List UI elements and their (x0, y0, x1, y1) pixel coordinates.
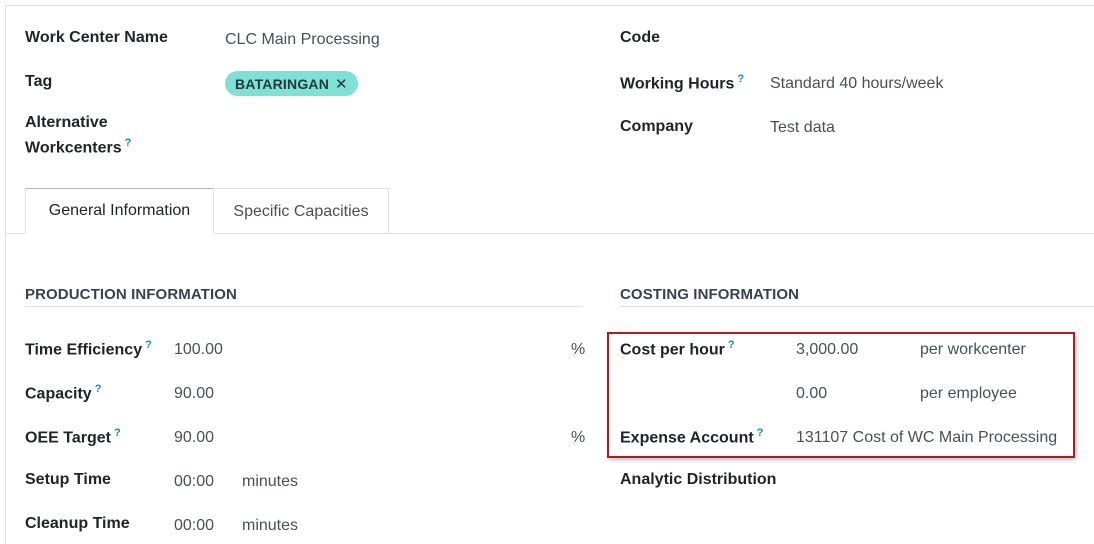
capacity-label: Capacity? (25, 383, 101, 403)
help-icon[interactable]: ? (727, 339, 735, 351)
work-center-name-field[interactable]: CLC Main Processing (225, 31, 380, 48)
tag-badge-text: BATARINGAN (235, 75, 330, 92)
form-sheet (5, 5, 1094, 544)
alternative-workcenters-label: Alternative Workcenters? (25, 114, 131, 157)
time-efficiency-unit: % (571, 341, 586, 358)
help-icon[interactable]: ? (737, 73, 745, 85)
work-center-name-label: Work Center Name (25, 29, 168, 46)
production-divider (25, 306, 582, 307)
cleanup-time-unit: minutes (242, 517, 299, 534)
capacity-field[interactable]: 90.00 (174, 385, 215, 402)
cleanup-time-label: Cleanup Time (25, 515, 130, 532)
working-hours-label: Working Hours? (620, 73, 744, 93)
time-efficiency-label: Time Efficiency? (25, 339, 152, 359)
cost-per-hour-label: Cost per hour? (620, 339, 735, 359)
cost-per-employee-unit: per employee (920, 385, 1017, 402)
costing-divider (620, 306, 1094, 307)
setup-time-label: Setup Time (25, 471, 111, 488)
analytic-distribution-label: Analytic Distribution (620, 471, 777, 488)
help-icon[interactable]: ? (94, 383, 102, 395)
analytic-distribution-field[interactable] (796, 469, 1076, 493)
oee-target-field[interactable]: 90.00 (174, 429, 215, 446)
tab-specific-capacities[interactable]: Specific Capacities (213, 188, 389, 234)
tag-label: Tag (25, 73, 53, 90)
alt-label-line2: Workcenters (25, 139, 122, 157)
setup-time-field[interactable]: 00:00 (174, 473, 215, 490)
setup-time-unit: minutes (242, 473, 299, 490)
cleanup-time-field[interactable]: 00:00 (174, 517, 215, 534)
tab-general-information[interactable]: General Information (25, 188, 214, 234)
tag-badge[interactable]: BATARINGAN ✕ (225, 71, 358, 96)
expense-account-field[interactable]: 131107 Cost of WC Main Processing (796, 429, 1058, 446)
working-hours-field[interactable]: Standard 40 hours/week (770, 75, 944, 92)
help-icon[interactable]: ? (145, 339, 152, 351)
highlight-box (607, 332, 1075, 458)
close-icon[interactable]: ✕ (335, 75, 348, 93)
expense-account-label-text: Expense Account (620, 429, 754, 447)
code-label: Code (620, 29, 660, 46)
help-icon[interactable]: ? (756, 427, 764, 439)
company-field[interactable]: Test data (770, 119, 835, 136)
help-icon[interactable]: ? (124, 137, 132, 149)
cost-per-workcenter-field[interactable]: 3,000.00 (796, 341, 859, 358)
production-section-title: PRODUCTION INFORMATION (25, 286, 237, 303)
alternative-workcenters-field[interactable] (225, 115, 565, 155)
capacity-label-text: Capacity (25, 385, 92, 403)
cost-per-hour-label-text: Cost per hour (620, 341, 725, 359)
cost-per-employee-field[interactable]: 0.00 (796, 385, 828, 402)
expense-account-label: Expense Account? (620, 427, 763, 447)
help-icon[interactable]: ? (113, 427, 121, 439)
company-label: Company (620, 118, 693, 135)
code-field[interactable] (770, 27, 1070, 51)
oee-target-label: OEE Target? (25, 427, 121, 447)
time-efficiency-field[interactable]: 100.00 (174, 341, 223, 358)
cost-per-workcenter-unit: per workcenter (920, 341, 1026, 358)
tabs-divider (5, 233, 1094, 234)
alt-label-line1: Alternative (25, 114, 108, 131)
time-efficiency-label-text: Time Efficiency (25, 341, 143, 359)
costing-section-title: COSTING INFORMATION (620, 286, 800, 303)
oee-target-unit: % (571, 429, 586, 446)
working-hours-label-text: Working Hours (620, 75, 735, 93)
oee-target-label-text: OEE Target (25, 429, 111, 447)
